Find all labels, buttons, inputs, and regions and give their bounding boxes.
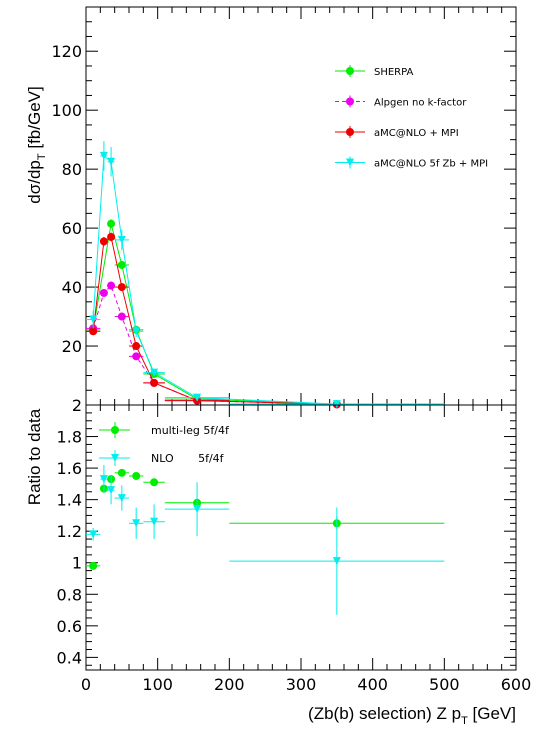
bottom-frame: [85, 404, 517, 671]
top-ylabel: dσ/dpT [fb/GeV]: [25, 86, 48, 203]
bottom-xlabel: (Zb(b) selection) Z pT [GeV]: [308, 704, 516, 727]
legend-marker: [111, 454, 119, 462]
top-series: [86, 141, 445, 409]
data-point: [117, 260, 126, 269]
series-line: [92, 154, 337, 405]
data-point: [107, 232, 116, 241]
data-point: [193, 393, 202, 402]
data-point: [332, 557, 341, 566]
legend-label: NLO 5f/4f: [151, 452, 225, 465]
bottom-x-tick-label: 100: [142, 675, 173, 694]
data-point: [99, 475, 108, 484]
data-point: [107, 219, 116, 228]
top-y-tick-label: 100: [51, 101, 82, 120]
top-legend: SHERPA Alpgen no k-factor aMC@NLO + MPI aMC…: [335, 65, 488, 170]
data-point: [332, 400, 341, 409]
bottom-series: [86, 464, 445, 615]
top-y-tick-label: 40: [62, 278, 82, 297]
bottom-x-tick-label: 200: [214, 675, 245, 694]
data-point: [89, 530, 98, 539]
bottom-y-tick-label: 1: [72, 554, 82, 573]
data-point: [132, 471, 141, 480]
data-point: [99, 151, 108, 160]
data-point: [107, 281, 116, 290]
top-frame: [85, 6, 517, 406]
data-point: [107, 157, 116, 166]
data-point: [193, 505, 202, 514]
data-point: [89, 327, 98, 336]
series-line: [92, 236, 337, 405]
top-y-tick-label: 120: [51, 42, 82, 61]
bottom-y-tick-label: 1.8: [57, 428, 82, 447]
legend-marker: [346, 97, 354, 106]
data-point: [132, 352, 141, 361]
data-point: [117, 235, 126, 244]
top-panel: 20 40 60 80 100 120 SHERPA Alpgen no k-factor aM…: [51, 6, 517, 409]
data-point: [132, 327, 141, 336]
top-y-tick-label: 80: [62, 160, 82, 179]
bottom-x-tick-label: 500: [429, 675, 460, 694]
top-series: [86, 232, 445, 409]
legend-marker: [111, 426, 119, 434]
bottom-y-tick-label: 0.4: [57, 648, 82, 667]
series-line: [92, 223, 337, 405]
data-point: [117, 494, 126, 503]
data-point: [107, 486, 116, 495]
legend-label: multi-leg 5f/4f: [151, 424, 230, 437]
data-point: [132, 342, 141, 351]
data-point: [132, 519, 141, 528]
bottom-x-tick-label: 600: [501, 675, 532, 694]
legend-marker: [346, 67, 354, 75]
top-y-tick-label: 60: [62, 219, 82, 238]
legend-marker: [346, 158, 354, 167]
bottom-y-tick-label: 1.2: [57, 522, 82, 541]
data-point: [150, 478, 159, 487]
bottom-y-tick-label: 2: [72, 396, 82, 415]
bottom-ylabel: Ratio to data: [25, 408, 44, 505]
bottom-panel: 0.4 0.6 0.8 1 1.2 1.4 1.6 1.8 2 0 100 200 300 400 500 6…: [57, 396, 532, 694]
top-series: [86, 219, 445, 409]
data-point: [117, 283, 126, 292]
bottom-y-tick-label: 0.8: [57, 585, 82, 604]
legend-marker: [346, 128, 354, 136]
data-point: [117, 312, 126, 321]
legend-label: aMC@NLO 5f Zb + MPI: [374, 159, 488, 170]
data-point: [99, 288, 108, 297]
bottom-legend: multi-leg 5f/4f NLO 5f/4f: [99, 422, 230, 466]
legend-label: aMC@NLO + MPI: [374, 128, 459, 139]
data-point: [89, 315, 98, 324]
series-line: [92, 284, 337, 405]
top-y-tick-label: 20: [62, 337, 82, 356]
data-point: [99, 237, 108, 246]
bottom-x-tick-label: 400: [357, 675, 388, 694]
bottom-x-tick-label: 0: [81, 675, 91, 694]
data-point: [150, 517, 159, 526]
bottom-y-tick-label: 0.6: [57, 617, 82, 636]
data-point: [117, 468, 126, 477]
data-point: [150, 378, 159, 387]
bottom-y-tick-label: 1.4: [57, 491, 82, 510]
data-point: [150, 368, 159, 377]
legend-label: SHERPA: [374, 67, 414, 78]
bottom-x-tick-label: 300: [286, 675, 317, 694]
bottom-y-tick-label: 1.6: [57, 459, 82, 478]
data-point: [89, 561, 98, 570]
legend-label: Alpgen no k-factor: [374, 98, 467, 109]
